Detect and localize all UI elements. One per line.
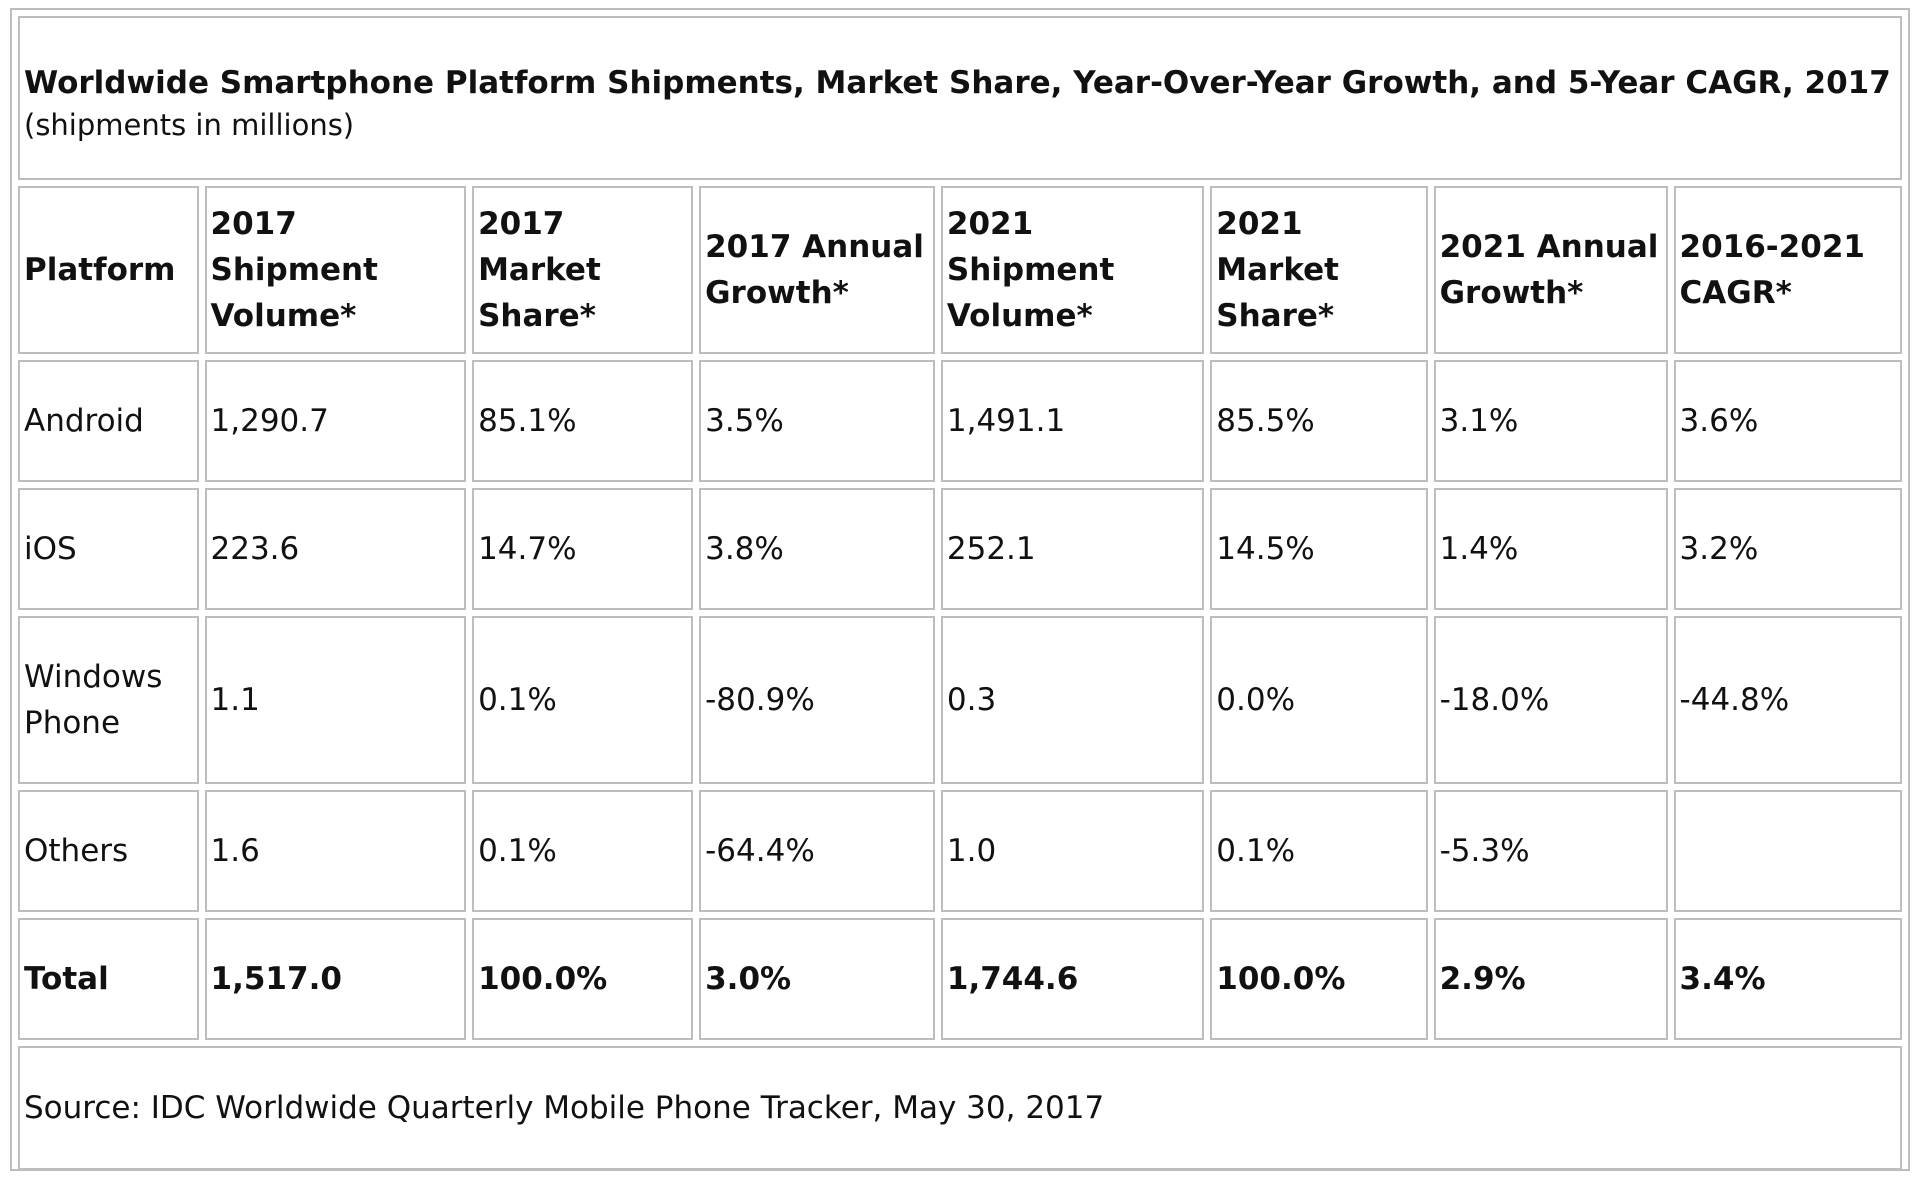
cell-2017-annual-growth: -80.9% — [699, 616, 935, 784]
column-header-2017-market-share: 2017 Market Share* — [472, 186, 694, 354]
source-note: Source: IDC Worldwide Quarterly Mobile P… — [18, 1046, 1902, 1170]
cell-platform: Windows Phone — [18, 616, 199, 784]
cell-cagr — [1673, 790, 1902, 912]
cell-2017-market-share: 100.0% — [472, 918, 694, 1040]
shipments-table: Worldwide Smartphone Platform Shipments,… — [12, 10, 1908, 1176]
cell-2021-market-share: 0.1% — [1210, 790, 1428, 912]
table-subtitle: (shipments in millions) — [24, 108, 355, 142]
cell-2017-shipment-volume: 1,290.7 — [204, 360, 467, 482]
cell-2021-annual-growth: 2.9% — [1433, 918, 1668, 1040]
cell-2021-annual-growth: -18.0% — [1433, 616, 1668, 784]
cell-2021-market-share: 100.0% — [1210, 918, 1428, 1040]
cell-2021-shipment-volume: 1,744.6 — [940, 918, 1205, 1040]
cell-platform: Others — [18, 790, 199, 912]
cell-2017-shipment-volume: 1.1 — [204, 616, 467, 784]
header-row: Platform 2017 Shipment Volume* 2017 Mark… — [18, 186, 1902, 354]
cell-2021-annual-growth: 1.4% — [1433, 488, 1668, 610]
cell-2021-shipment-volume: 0.3 — [940, 616, 1205, 784]
cell-2021-shipment-volume: 1,491.1 — [940, 360, 1205, 482]
table-container: Worldwide Smartphone Platform Shipments,… — [10, 8, 1910, 1171]
column-header-2021-shipment-volume: 2021 Shipment Volume* — [940, 186, 1205, 354]
table-row-ios: iOS 223.6 14.7% 3.8% 252.1 14.5% 1.4% 3.… — [18, 488, 1902, 610]
cell-2021-market-share: 0.0% — [1210, 616, 1428, 784]
cell-platform: Android — [18, 360, 199, 482]
cell-2017-market-share: 14.7% — [472, 488, 694, 610]
cell-cagr: 3.6% — [1673, 360, 1902, 482]
cell-2017-market-share: 0.1% — [472, 616, 694, 784]
cell-cagr: 3.2% — [1673, 488, 1902, 610]
cell-2021-annual-growth: 3.1% — [1433, 360, 1668, 482]
table-row-android: Android 1,290.7 85.1% 3.5% 1,491.1 85.5%… — [18, 360, 1902, 482]
column-header-2021-market-share: 2021 Market Share* — [1210, 186, 1428, 354]
cell-2021-shipment-volume: 252.1 — [940, 488, 1205, 610]
cell-2017-annual-growth: 3.0% — [699, 918, 935, 1040]
column-header-cagr: 2016-2021 CAGR* — [1673, 186, 1902, 354]
cell-2017-market-share: 85.1% — [472, 360, 694, 482]
table-row-windows-phone: Windows Phone 1.1 0.1% -80.9% 0.3 0.0% -… — [18, 616, 1902, 784]
cell-2021-market-share: 14.5% — [1210, 488, 1428, 610]
cell-cagr: 3.4% — [1673, 918, 1902, 1040]
column-header-2021-annual-growth: 2021 Annual Growth* — [1433, 186, 1668, 354]
cell-2017-shipment-volume: 1.6 — [204, 790, 467, 912]
cell-2017-shipment-volume: 223.6 — [204, 488, 467, 610]
cell-2017-market-share: 0.1% — [472, 790, 694, 912]
table-title: Worldwide Smartphone Platform Shipments,… — [24, 65, 1902, 101]
table-row-others: Others 1.6 0.1% -64.4% 1.0 0.1% -5.3% — [18, 790, 1902, 912]
cell-2021-shipment-volume: 1.0 — [940, 790, 1205, 912]
cell-2021-market-share: 85.5% — [1210, 360, 1428, 482]
caption-row: Worldwide Smartphone Platform Shipments,… — [18, 16, 1902, 180]
column-header-platform: Platform — [18, 186, 199, 354]
cell-2021-annual-growth: -5.3% — [1433, 790, 1668, 912]
source-row: Source: IDC Worldwide Quarterly Mobile P… — [18, 1046, 1902, 1170]
table-row-total: Total 1,517.0 100.0% 3.0% 1,744.6 100.0%… — [18, 918, 1902, 1040]
cell-2017-annual-growth: -64.4% — [699, 790, 935, 912]
cell-2017-annual-growth: 3.5% — [699, 360, 935, 482]
column-header-2017-annual-growth: 2017 Annual Growth* — [699, 186, 935, 354]
column-header-2017-shipment-volume: 2017 Shipment Volume* — [204, 186, 467, 354]
cell-cagr: -44.8% — [1673, 616, 1902, 784]
cell-2017-shipment-volume: 1,517.0 — [204, 918, 467, 1040]
cell-2017-annual-growth: 3.8% — [699, 488, 935, 610]
cell-platform: iOS — [18, 488, 199, 610]
caption-cell: Worldwide Smartphone Platform Shipments,… — [18, 16, 1902, 180]
cell-platform: Total — [18, 918, 199, 1040]
